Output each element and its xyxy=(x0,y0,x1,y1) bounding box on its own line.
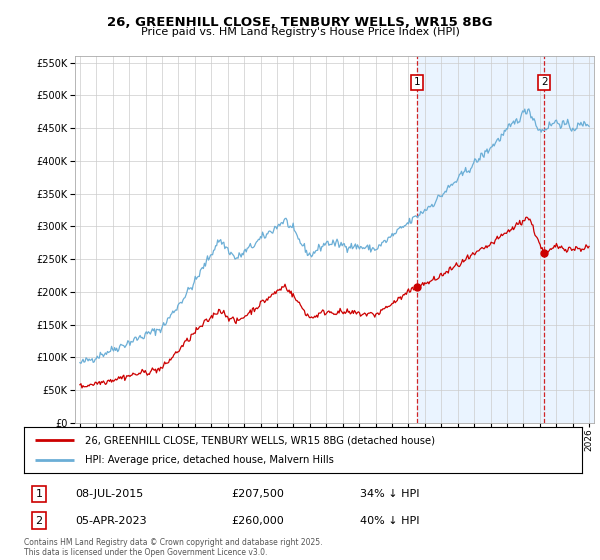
Text: £260,000: £260,000 xyxy=(231,516,284,526)
Text: 26, GREENHILL CLOSE, TENBURY WELLS, WR15 8BG: 26, GREENHILL CLOSE, TENBURY WELLS, WR15… xyxy=(107,16,493,29)
Bar xyxy=(417,56,594,423)
Text: 2: 2 xyxy=(35,516,43,526)
Text: Price paid vs. HM Land Registry's House Price Index (HPI): Price paid vs. HM Land Registry's House … xyxy=(140,27,460,37)
Text: 2: 2 xyxy=(541,77,547,87)
Text: HPI: Average price, detached house, Malvern Hills: HPI: Average price, detached house, Malv… xyxy=(85,455,334,465)
Text: 08-JUL-2015: 08-JUL-2015 xyxy=(75,489,143,499)
Text: 26, GREENHILL CLOSE, TENBURY WELLS, WR15 8BG (detached house): 26, GREENHILL CLOSE, TENBURY WELLS, WR15… xyxy=(85,435,436,445)
Text: £207,500: £207,500 xyxy=(231,489,284,499)
Text: 1: 1 xyxy=(413,77,420,87)
Text: 1: 1 xyxy=(35,489,43,499)
Text: 34% ↓ HPI: 34% ↓ HPI xyxy=(360,489,419,499)
Text: 40% ↓ HPI: 40% ↓ HPI xyxy=(360,516,419,526)
Text: Contains HM Land Registry data © Crown copyright and database right 2025.
This d: Contains HM Land Registry data © Crown c… xyxy=(24,538,323,557)
Text: 05-APR-2023: 05-APR-2023 xyxy=(75,516,146,526)
